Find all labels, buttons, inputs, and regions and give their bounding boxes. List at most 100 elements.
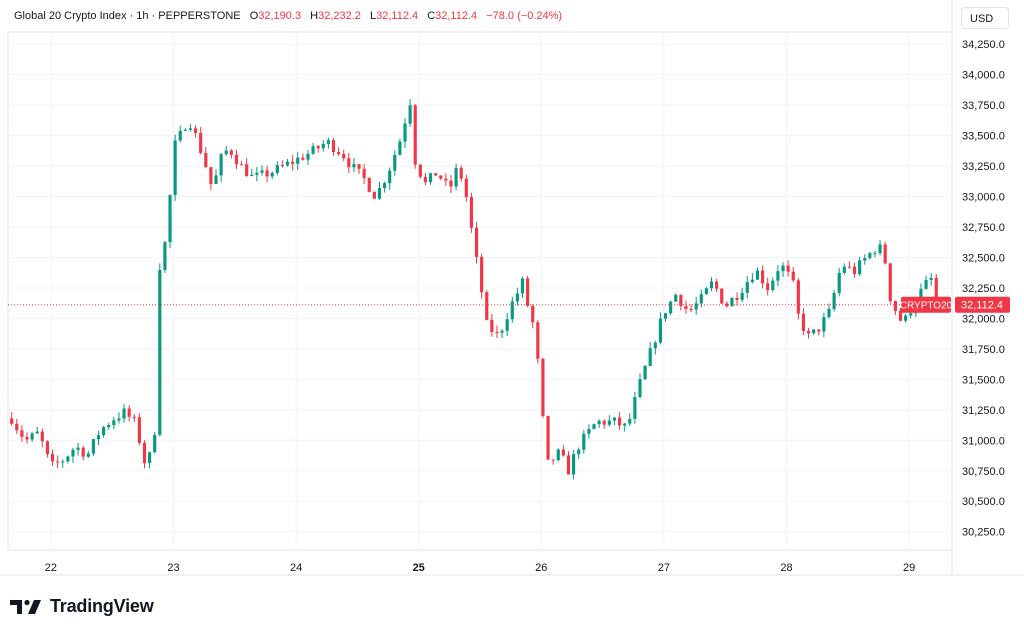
candle-body: [771, 280, 775, 291]
candle-body: [444, 178, 448, 181]
candle-body: [556, 449, 560, 461]
y-tick-label: 31,500.0: [962, 374, 1005, 386]
candle-body: [76, 447, 80, 450]
candle-body: [526, 278, 530, 306]
y-tick-label: 32,500.0: [962, 252, 1005, 264]
candle-body: [250, 174, 254, 177]
candle-body: [852, 266, 857, 275]
candle-body: [801, 313, 806, 331]
candle-body: [536, 322, 540, 359]
candle-body: [515, 293, 519, 302]
candle-body: [96, 435, 101, 440]
candle-body: [725, 303, 729, 307]
candle-body: [781, 265, 785, 272]
candle-body: [434, 173, 438, 176]
candle-body: [883, 244, 887, 264]
candle-body: [929, 277, 933, 280]
candle-body: [919, 288, 923, 303]
candle-body: [229, 150, 233, 155]
candle-body: [316, 146, 320, 149]
candle-body: [270, 172, 274, 177]
candle-body: [474, 227, 479, 257]
candle-body: [291, 161, 295, 164]
y-tick-label: 34,000.0: [962, 70, 1005, 82]
candle-body: [669, 301, 673, 314]
candle-body: [326, 140, 330, 144]
candle-body: [745, 282, 749, 293]
y-tick-label: 31,000.0: [962, 435, 1005, 447]
candle-body: [464, 178, 468, 198]
candle-body: [393, 154, 397, 171]
candle-body: [20, 430, 24, 437]
candle-body: [132, 416, 136, 418]
candle-body: [720, 288, 724, 304]
candle-body: [582, 433, 586, 450]
candle-body: [822, 317, 826, 332]
candle-body: [561, 449, 565, 456]
candle-body: [45, 441, 50, 455]
candle-body: [643, 365, 647, 380]
x-tick-label: 26: [535, 562, 547, 574]
candle-body: [495, 331, 499, 333]
candle-body: [362, 168, 366, 179]
candle-body: [173, 140, 177, 196]
candle-body: [812, 329, 816, 334]
candle-body: [40, 431, 44, 442]
candle-body: [633, 397, 637, 419]
candle-body: [260, 170, 264, 173]
x-tick-label: 27: [658, 562, 670, 574]
candle-body: [592, 424, 596, 430]
candle-body: [904, 315, 908, 321]
candle-body: [485, 292, 489, 320]
last-price-label: 32,112.4: [961, 300, 1003, 312]
candle-body: [311, 146, 315, 154]
candle-body: [199, 132, 203, 153]
last-price-box: [955, 296, 1010, 313]
candle-body: [607, 420, 611, 425]
candle-body: [439, 175, 443, 179]
candle-body: [597, 420, 601, 425]
candle-body: [541, 358, 545, 416]
candle-body: [827, 308, 831, 318]
candle-body: [740, 292, 744, 300]
currency-selector[interactable]: USD: [961, 7, 1009, 29]
candle-body: [490, 319, 494, 332]
y-tick-label: 34,250.0: [962, 39, 1005, 51]
candle-body: [755, 270, 760, 280]
candle-body: [449, 180, 453, 187]
candle-body: [408, 105, 412, 124]
candle-body: [505, 319, 509, 331]
candle-body: [531, 305, 535, 323]
candle-body: [863, 258, 867, 261]
candle-body: [628, 418, 632, 424]
candle-body: [648, 348, 652, 366]
candle-body: [403, 123, 407, 142]
y-tick-label: 32,750.0: [962, 222, 1005, 234]
candle-body: [806, 330, 811, 334]
x-tick-label: 23: [167, 562, 179, 574]
candle-body: [224, 150, 228, 155]
candle-body: [924, 279, 928, 289]
candle-body: [776, 271, 780, 281]
candle-body: [280, 165, 284, 167]
candle-body: [623, 423, 627, 426]
candle-body: [398, 141, 402, 155]
candle-body: [183, 129, 187, 131]
change-value: −78.0 (−0.24%): [486, 10, 563, 22]
candle-body: [469, 197, 474, 228]
tradingview-logo[interactable]: TradingView: [10, 596, 154, 617]
candle-body: [459, 167, 463, 179]
candle-body: [888, 263, 892, 302]
candle-body: [428, 173, 433, 183]
y-tick-label: 30,750.0: [962, 466, 1005, 478]
candle-body: [71, 449, 75, 457]
candle-body: [858, 260, 862, 275]
candle-body: [766, 283, 770, 291]
candle-body: [347, 158, 351, 168]
candle-body: [704, 288, 708, 295]
candle-body: [112, 420, 116, 426]
candle-body: [638, 379, 642, 398]
candle-body: [10, 418, 14, 424]
candle-body: [204, 152, 208, 168]
